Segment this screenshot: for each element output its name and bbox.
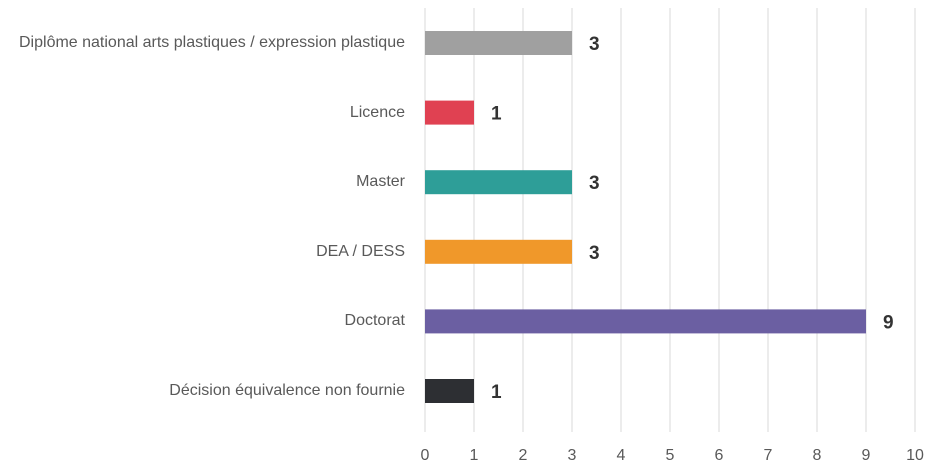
x-tick-label: 3 bbox=[568, 447, 577, 464]
x-tick-label: 6 bbox=[715, 447, 724, 464]
x-tick-label: 4 bbox=[617, 447, 626, 464]
value-label: 3 bbox=[589, 34, 600, 55]
y-tick-label: Licence bbox=[349, 103, 405, 121]
bar bbox=[425, 31, 572, 55]
bar bbox=[425, 170, 572, 195]
value-label: 3 bbox=[589, 243, 600, 264]
bar bbox=[425, 239, 572, 264]
value-label: 3 bbox=[589, 173, 600, 194]
x-tick-label: 1 bbox=[470, 447, 479, 464]
y-tick-label: Master bbox=[356, 173, 405, 191]
y-tick-label: Diplôme national arts plastiques / expre… bbox=[19, 34, 405, 51]
value-label: 1 bbox=[491, 382, 502, 403]
value-label: 1 bbox=[491, 104, 502, 125]
x-tick-label: 8 bbox=[813, 447, 822, 464]
x-tick-label: 2 bbox=[519, 447, 528, 464]
value-label: 9 bbox=[883, 312, 894, 333]
bar bbox=[425, 309, 866, 334]
y-tick-label: DEA / DESS bbox=[316, 242, 405, 260]
bar bbox=[425, 100, 474, 125]
x-tick-label: 7 bbox=[764, 447, 773, 464]
x-tick-label: 10 bbox=[906, 447, 924, 464]
bar bbox=[425, 379, 474, 403]
y-tick-label: Doctorat bbox=[344, 312, 405, 330]
x-tick-label: 9 bbox=[862, 447, 871, 464]
y-tick-label: Décision équivalence non fournie bbox=[169, 382, 405, 399]
x-tick-label: 0 bbox=[421, 447, 430, 464]
x-tick-label: 5 bbox=[666, 447, 675, 464]
